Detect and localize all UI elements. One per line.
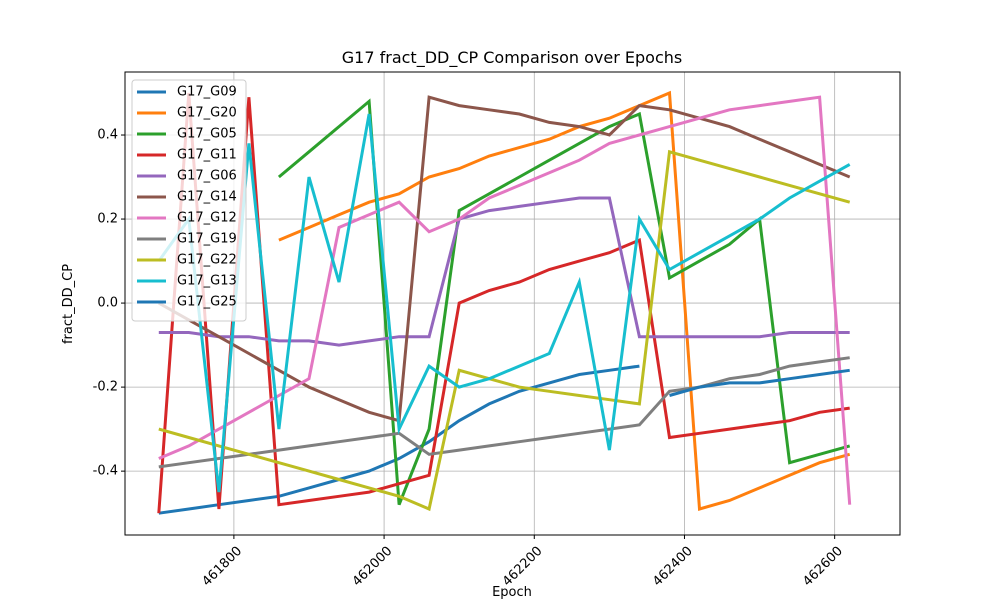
legend-label: G17_G12 (177, 211, 237, 226)
x-tick-label: 462600 (800, 544, 846, 590)
series-line (158, 196, 850, 347)
x-tick-label: 461800 (199, 544, 245, 590)
legend-label: G17_G05 (177, 127, 237, 142)
y-tick-label: 0.0 (97, 296, 118, 311)
y-tick-label: -0.4 (93, 464, 118, 479)
x-tick-label: 462000 (350, 544, 396, 590)
series-line (157, 113, 851, 493)
x-tick-label: 462200 (500, 544, 546, 590)
y-tick-label: 0.4 (97, 128, 118, 143)
x-axis-label: Epoch (492, 585, 532, 600)
y-tick-label: 0.2 (97, 212, 118, 227)
legend-label: G17_G13 (177, 274, 237, 289)
series-line (278, 90, 851, 511)
legend-label: G17_G20 (177, 106, 237, 121)
series-line (158, 95, 852, 505)
legend-label: G17_G09 (177, 85, 237, 100)
legend-label: G17_G14 (177, 190, 237, 205)
legend-label: G17_G11 (177, 148, 237, 163)
y-axis-label: fract_DD_CP (61, 264, 76, 344)
legend-label: G17_G06 (177, 169, 237, 184)
legend-label: G17_G25 (177, 295, 237, 310)
series-line (669, 368, 850, 397)
series-line (157, 92, 850, 514)
x-tick-label: 462400 (650, 544, 696, 590)
plot-frame (124, 71, 901, 536)
legend-label: G17_G22 (177, 253, 237, 268)
chart-title: G17 fract_DD_CP Comparison over Epochs (342, 48, 682, 68)
series-line (158, 356, 850, 469)
legend-label: G17_G19 (177, 232, 237, 247)
series-line (158, 364, 640, 515)
y-tick-label: -0.2 (93, 380, 118, 395)
series-line (158, 149, 851, 512)
